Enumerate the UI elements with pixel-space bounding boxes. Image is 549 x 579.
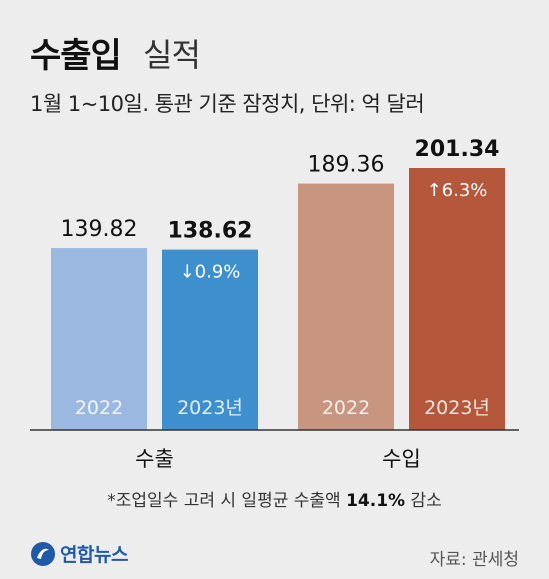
bar-1-1 bbox=[409, 168, 505, 430]
value-label: 201.34 bbox=[415, 137, 500, 162]
value-label: 138.62 bbox=[168, 219, 253, 244]
chart-title: 수출입 bbox=[30, 36, 122, 76]
year-label: 2023년 bbox=[424, 397, 490, 419]
chart-title-sub: 실적 bbox=[143, 36, 201, 74]
source-note: 자료: 관세청 bbox=[429, 550, 519, 570]
footnote: *조업일수 고려 시 일평균 수출액 14.1% 감소 bbox=[107, 491, 442, 511]
bar-0-1 bbox=[162, 249, 258, 430]
chart-subtitle: 1월 1~10일. 통관 기준 잠정치, 단위: 억 달러 bbox=[30, 92, 425, 116]
value-label: 189.36 bbox=[308, 153, 385, 178]
yonhap-logo-icon bbox=[31, 541, 55, 566]
year-label: 2022 bbox=[75, 397, 123, 419]
year-label: 2022 bbox=[322, 397, 370, 419]
category-label: 수입 bbox=[382, 447, 421, 471]
category-label: 수출 bbox=[135, 447, 174, 471]
change-label: ↑6.3% bbox=[427, 180, 488, 201]
bar-0-0 bbox=[51, 248, 147, 430]
footnote-highlight: 14.1% bbox=[346, 491, 406, 511]
value-label: 139.82 bbox=[61, 217, 138, 242]
bar-1-0 bbox=[298, 183, 394, 430]
yonhap-logo: 연합뉴스 bbox=[30, 540, 128, 567]
year-label: 2023년 bbox=[177, 397, 243, 419]
change-label: ↓0.9% bbox=[180, 262, 241, 283]
logo-text: 연합뉴스 bbox=[60, 544, 128, 566]
